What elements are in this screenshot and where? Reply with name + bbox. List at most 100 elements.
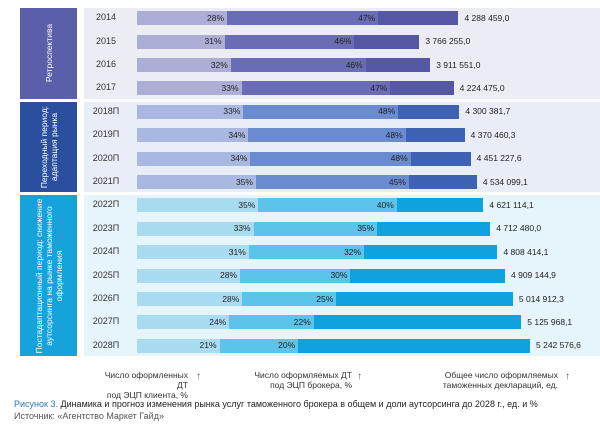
bar-client [137, 268, 241, 283]
bar-broker [227, 11, 379, 26]
year-label: 2023П [92, 222, 120, 233]
figure-caption: Рисунок 3. Динамика и прогноз изменения … [14, 399, 538, 409]
legend-client: Число оформленных ДТ под ЭЦП клиента, % [92, 370, 188, 400]
period-label: Ретроспектива [43, 24, 54, 83]
pct-label-client: 31% [228, 246, 246, 257]
total-label: 4 300 381,7 [465, 106, 511, 117]
bar-broker [253, 221, 378, 236]
period-label: Постадаптационный период: снижение аутсо… [33, 198, 64, 353]
pct-label-broker: 46% [334, 36, 352, 47]
bar-rest [350, 268, 505, 283]
year-label: 2028П [92, 339, 120, 350]
total-label: 5 014 912,3 [518, 293, 564, 304]
bar-rest [354, 34, 420, 49]
year-label: 2022П [92, 199, 120, 210]
year-label: 2018П [92, 105, 120, 116]
pct-label-broker: 35% [357, 223, 375, 234]
bar-client [137, 151, 251, 166]
pct-label-client: 35% [238, 199, 256, 210]
pct-label-client: 31% [204, 36, 222, 47]
pct-label-broker: 32% [344, 246, 362, 257]
arrow-up-icon: ↑ [565, 371, 570, 382]
total-label: 3 766 255,0 [425, 36, 471, 47]
pct-label-client: 32% [210, 59, 228, 70]
legend-total-line1: Общее число оформляемых [444, 370, 558, 380]
bar-broker [255, 175, 409, 189]
total-label: 5 125 968,1 [527, 316, 573, 327]
period-band: Переходный период: адаптация рынка [20, 101, 77, 193]
bar-broker [240, 268, 351, 283]
pct-label-broker: 40% [376, 199, 394, 210]
bar-broker [241, 81, 391, 96]
period-band: Ретроспектива [20, 8, 77, 99]
total-label: 4 451 227,6 [476, 153, 522, 164]
legend-total: Общее число оформляемых таможенных декла… [430, 370, 558, 390]
bar-client [137, 292, 243, 306]
pct-label-broker: 47% [370, 82, 388, 93]
legend-broker-line2: под ЭЦП брокера, % [270, 380, 352, 390]
total-label: 4 621 114,1 [489, 199, 534, 210]
bar-client [137, 245, 249, 260]
pct-label-client: 33% [233, 223, 251, 234]
pct-label-client: 34% [228, 129, 246, 140]
pct-label-client: 35% [235, 176, 253, 187]
pct-label-broker: 46% [345, 59, 363, 70]
bar-client [137, 34, 225, 49]
legend-broker: Число оформляемых ДТ под ЭЦП брокера, % [252, 370, 352, 390]
year-label: 2020П [92, 152, 120, 163]
total-label: 4 808 414,1 [503, 246, 549, 257]
year-label: 2026П [92, 293, 120, 303]
bar-broker [250, 151, 411, 166]
total-label: 4 909 144,9 [511, 270, 556, 281]
legend-total-line2: таможенных деклараций, ед. [442, 380, 558, 390]
bar-broker [248, 128, 406, 143]
bar-broker [229, 315, 314, 330]
bar-rest [396, 198, 484, 213]
year-label: 2015 [95, 35, 117, 46]
bar-rest [408, 175, 477, 189]
pct-label-client: 21% [199, 340, 217, 351]
pct-label-broker: 45% [388, 176, 406, 187]
year-label: 2017 [95, 82, 117, 93]
year-label: 2021П [92, 176, 120, 186]
pct-label-client: 33% [223, 106, 241, 117]
bar-client [137, 104, 244, 119]
bar-client [137, 175, 256, 189]
bar-rest [390, 81, 454, 96]
pct-label-client: 28% [222, 293, 240, 304]
bar-client [137, 198, 259, 213]
year-label: 2027П [92, 316, 120, 327]
figure-source: Источник: «Агентство Маркет Гайд» [14, 411, 164, 421]
pct-label-client: 28% [220, 270, 238, 281]
bar-client [137, 128, 249, 143]
bar-broker [219, 338, 299, 353]
year-label: 2014 [95, 12, 117, 23]
caption-label: Рисунок 3. [14, 399, 58, 409]
bar-client [137, 338, 220, 353]
bar-rest [377, 221, 491, 236]
total-label: 4 534 099,1 [482, 176, 528, 187]
arrow-up-icon: ↑ [357, 371, 362, 382]
total-label: 4 288 459,0 [464, 12, 510, 23]
year-label: 2024П [92, 246, 120, 257]
pct-label-broker: 22% [293, 316, 311, 327]
bar-broker [258, 198, 397, 213]
bar-client [137, 221, 254, 236]
pct-label-broker: 20% [278, 340, 296, 351]
year-label: 2016 [95, 59, 117, 69]
bar-client [137, 58, 231, 72]
bar-rest [298, 338, 530, 353]
bar-rest [365, 58, 431, 72]
pct-label-broker: 48% [385, 129, 403, 140]
caption-text: Динамика и прогноз изменения рынка услуг… [60, 399, 538, 409]
total-label: 3 911 551,0 [436, 59, 481, 70]
bar-broker [224, 34, 355, 49]
total-label: 4 224 475,0 [459, 82, 505, 93]
bar-broker [230, 58, 366, 72]
pct-label-client: 33% [221, 82, 239, 93]
legend-client-line2: под ЭЦП клиента, % [106, 390, 188, 400]
arrow-up-icon: ↑ [196, 371, 201, 382]
pct-label-client: 34% [230, 153, 248, 164]
bar-broker [243, 104, 399, 119]
total-label: 4 712 480,0 [496, 223, 542, 234]
